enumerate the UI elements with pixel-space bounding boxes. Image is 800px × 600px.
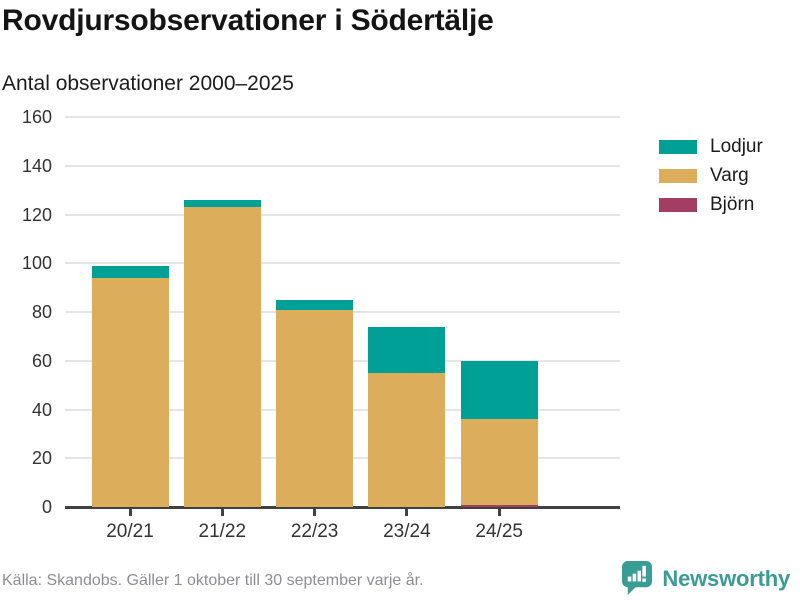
legend-swatch-lodjur: [659, 140, 697, 154]
gridline: [65, 213, 620, 216]
y-axis-tick-label: 0: [41, 497, 52, 517]
newsworthy-icon: [622, 561, 653, 595]
legend-label: Varg: [710, 165, 749, 186]
newsworthy-wordmark: Newsworthy: [662, 565, 790, 591]
y-axis-tick-label: 80: [31, 302, 52, 322]
x-axis-tick: [220, 508, 224, 516]
y-axis-tick-label: 120: [21, 204, 52, 225]
bar-segment-varg: [91, 277, 169, 507]
x-axis-label: 20/21: [106, 521, 154, 542]
bar-segment-lodjur: [183, 199, 261, 208]
y-axis-tick-label: 160: [21, 107, 52, 127]
x-axis-label: 23/24: [383, 521, 431, 542]
bar-segment-lodjur: [276, 299, 354, 310]
bar-segment-bj-rn: [460, 504, 538, 507]
bar-21-22: [183, 199, 261, 507]
legend-item-varg: Varg: [659, 165, 763, 187]
legend-item-bj-rn: Björn: [659, 194, 763, 216]
x-axis-label: 22/23: [290, 521, 339, 542]
bar-22-23: [276, 299, 354, 507]
newsworthy-logo: Newsworthy: [621, 560, 790, 597]
gridline: [65, 164, 620, 167]
gridline: [65, 262, 620, 265]
x-axis-tick: [497, 508, 501, 516]
plot-area: 0 20 40 60 80 100 120 140 160 20/21 21/22 22/23 23/2…: [22, 107, 620, 542]
bar-segment-lodjur: [91, 265, 169, 278]
y-axis-tick-label: 20: [31, 448, 52, 469]
bar-segment-lodjur: [460, 360, 538, 420]
bar-20-21: [91, 265, 169, 507]
x-axis-label: 21/22: [198, 521, 247, 542]
y-axis-tick-label: 60: [31, 350, 52, 371]
legend-label: Lodjur: [710, 136, 763, 157]
legend-label: Björn: [710, 194, 755, 215]
y-axis-tick-label: 140: [21, 155, 52, 176]
x-axis-line: [65, 506, 620, 509]
chart-subtitle: Antal observationer 2000–2025: [2, 72, 294, 95]
bar-23-24: [368, 326, 446, 507]
x-axis-tick: [313, 508, 317, 516]
bar-segment-varg: [368, 372, 446, 507]
y-axis-tick-label: 40: [31, 399, 52, 420]
legend-swatch-varg: [659, 169, 697, 183]
x-axis-label: 24/25: [475, 521, 523, 542]
bar-segment-lodjur: [368, 326, 446, 373]
chart-legend: Lodjur Varg Björn: [659, 136, 763, 223]
y-axis-tick-label: 100: [21, 253, 52, 274]
x-axis-tick: [405, 508, 409, 516]
legend-swatch-bj-rn: [659, 198, 697, 212]
legend-item-lodjur: Lodjur: [659, 136, 763, 158]
bar-segment-varg: [276, 309, 354, 507]
chart-title: Rovdjursobservationer i Södertälje: [2, 4, 494, 37]
bar-24-25: [460, 360, 538, 507]
x-axis-tick: [128, 508, 132, 516]
gridline: [65, 116, 620, 118]
bar-segment-varg: [460, 419, 538, 505]
source-note: Källa: Skandobs. Gäller 1 oktober till 3…: [2, 572, 424, 589]
bar-segment-varg: [183, 207, 261, 507]
